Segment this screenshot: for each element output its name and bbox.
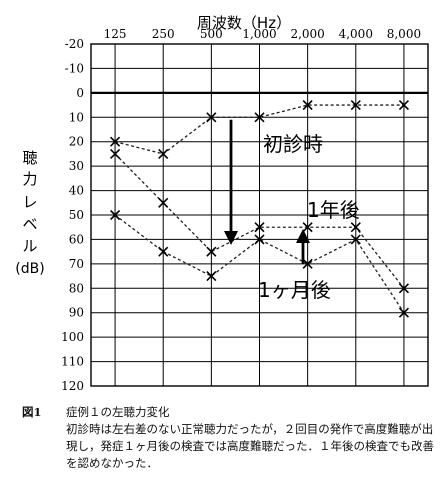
data-point-marker	[158, 197, 169, 208]
y-tick-label: 90	[69, 306, 84, 320]
data-point-marker	[110, 209, 121, 221]
x-axis-title: 周波数（Hz）	[197, 14, 291, 32]
data-point-marker	[206, 112, 217, 123]
caption-body: 初診時は左右差のない正常聴力だったが，２回目の発作で高度難聴が出現し，発症１ヶ月…	[66, 422, 434, 470]
y-tick-label: 100	[61, 330, 84, 344]
data-point-marker	[302, 100, 313, 111]
data-point-marker	[206, 271, 217, 282]
data-point-marker	[398, 100, 409, 111]
y-tick-label: 60	[69, 232, 84, 246]
data-point-marker	[158, 246, 169, 257]
annotations: 初診時 1年後 1ヶ月後	[224, 119, 360, 302]
annotation-label: 1年後	[307, 198, 360, 222]
series-layer	[110, 100, 409, 318]
data-point-marker	[350, 222, 361, 233]
series-1	[110, 100, 409, 159]
figure-caption: 図1 症例１の左聴力変化 初診時は左右差のない正常聴力だったが，２回目の発作で高度…	[22, 404, 438, 472]
data-point-marker	[254, 222, 265, 233]
y-tick-label: 20	[69, 135, 84, 149]
data-point-marker	[206, 246, 217, 257]
data-point-marker	[110, 148, 121, 159]
y-tick-label: 50	[69, 208, 84, 222]
data-point-marker	[350, 234, 361, 245]
data-point-marker	[350, 100, 361, 111]
x-tick-label: 1,000	[242, 27, 276, 41]
y-tick-label: 0	[76, 86, 84, 100]
y-axis-title-char: 力	[22, 170, 37, 188]
y-tick-label: 80	[69, 281, 84, 295]
x-tick-labels: 125 250 500 1,000 2,000 4,000 8,000	[104, 27, 421, 41]
series-2	[110, 209, 409, 318]
y-axis-title-char: ル	[22, 237, 37, 255]
data-point-marker	[158, 148, 169, 159]
y-tick-label: 30	[69, 159, 84, 173]
y-axis-title-char: レ	[22, 193, 37, 211]
audiogram-chart: 周波数（Hz） 125 250 500 1,000 2,000 4,000 8,000 -2…	[15, 14, 429, 393]
y-axis-title-char: ベ	[22, 215, 37, 233]
x-tick-label: 125	[104, 27, 127, 41]
data-point-marker	[254, 112, 265, 123]
x-tick-label: 250	[152, 27, 175, 41]
data-point-marker	[254, 234, 265, 245]
caption-number: 図1	[22, 405, 42, 419]
caption-title: 症例１の左聴力変化	[66, 405, 170, 419]
x-tick-label: 4,000	[339, 27, 373, 41]
x-tick-label: 8,000	[387, 27, 421, 41]
data-point-marker	[398, 307, 409, 318]
data-point-marker	[398, 283, 409, 294]
y-tick-labels: -20 -10 0 10 20 30 40 50 60 70 80 90 100 110 120	[61, 37, 84, 393]
grid	[90, 43, 429, 387]
y-tick-label: 110	[61, 355, 84, 369]
y-tick-label: -10	[65, 61, 84, 75]
data-point-marker	[110, 136, 121, 147]
y-axis-unit: (dB)	[15, 261, 44, 277]
series-3	[110, 148, 409, 294]
x-tick-label: 500	[200, 27, 223, 41]
y-tick-label: 10	[69, 110, 84, 124]
y-tick-label: 40	[69, 184, 84, 198]
y-tick-label: 70	[69, 257, 84, 271]
y-tick-label: 120	[61, 379, 84, 393]
y-axis-title-char: 聴	[22, 149, 37, 167]
data-point-marker	[302, 258, 313, 269]
y-tick-label: -20	[65, 37, 84, 51]
annotation-label: 1ヶ月後	[258, 278, 331, 302]
annotation-label: 初診時	[263, 132, 323, 156]
x-tick-label: 2,000	[290, 27, 324, 41]
